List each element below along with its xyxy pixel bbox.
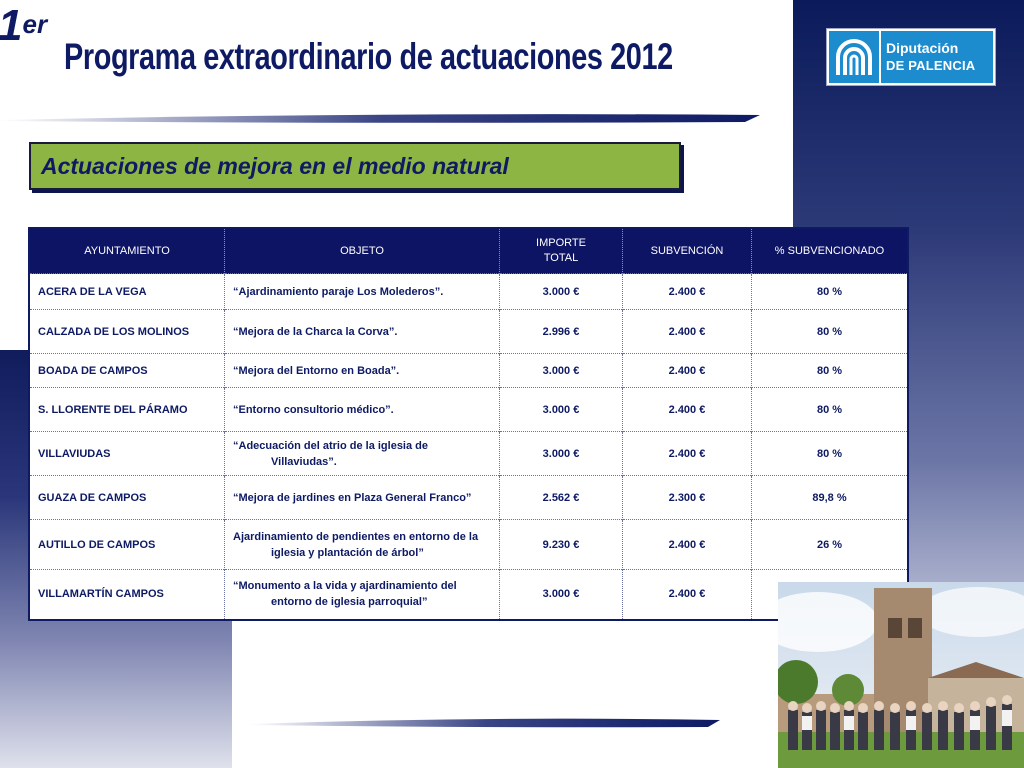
cell-ayuntamiento: VILLAVIUDAS	[29, 431, 225, 476]
table-row: CALZADA DE LOS MOLINOS “Mejora de la Char…	[29, 309, 908, 354]
cell-objeto: “Mejora del Entorno en Boada”.	[224, 353, 500, 388]
logo-text: Diputación DE PALENCIA	[881, 31, 993, 83]
cell-subvencion: 2.400 €	[622, 309, 752, 354]
col-header-objeto: OBJETO	[224, 228, 500, 274]
col-header-subvencion: SUBVENCIÓN	[622, 228, 752, 274]
cell-subvencion: 2.400 €	[622, 273, 752, 310]
cell-ayuntamiento: VILLAMARTÍN CAMPOS	[29, 569, 225, 620]
table-row: GUAZA DE CAMPOS “Mejora de jardines en Pl…	[29, 475, 908, 520]
objeto-text: “Mejora de jardines en Plaza General Fra…	[233, 491, 472, 504]
cell-pct: 26 %	[751, 519, 908, 570]
cell-importe: 9.230 €	[499, 519, 623, 570]
objeto-text: Ajardinamiento de pendientes en entorno …	[233, 530, 479, 559]
objeto-text: “Adecuación del atrio de la iglesia de V…	[233, 439, 429, 468]
diputacion-logo: Diputación DE PALENCIA	[826, 28, 996, 86]
objeto-text: “Entorno consultorio médico”.	[233, 403, 394, 416]
cell-objeto: “Ajardinamiento paraje Los Molederos”.	[224, 273, 500, 310]
cell-pct: 80 %	[751, 431, 908, 476]
cell-subvencion: 2.300 €	[622, 475, 752, 520]
ordinal-mark: 1er	[0, 1, 48, 50]
cell-pct: 80 %	[751, 353, 908, 388]
cell-importe: 3.000 €	[499, 569, 623, 620]
cell-pct: 80 %	[751, 387, 908, 432]
cell-pct: 80 %	[751, 273, 908, 310]
cell-subvencion: 2.400 €	[622, 431, 752, 476]
cell-objeto: “Monumento a la vida y ajardinamiento de…	[224, 569, 500, 620]
cell-importe: 2.996 €	[499, 309, 623, 354]
objeto-text: “Ajardinamiento paraje Los Molederos”.	[233, 285, 444, 298]
logo-line2: DE PALENCIA	[886, 58, 976, 73]
title-underline-swoosh	[0, 114, 760, 123]
logo-line1: Diputación	[886, 40, 959, 56]
cell-importe: 3.000 €	[499, 353, 623, 388]
cell-ayuntamiento: BOADA DE CAMPOS	[29, 353, 225, 388]
section-banner: Actuaciones de mejora en el medio natura…	[29, 142, 681, 190]
cell-ayuntamiento: CALZADA DE LOS MOLINOS	[29, 309, 225, 354]
objeto-text: “Mejora del Entorno en Boada”.	[233, 364, 400, 377]
cell-subvencion: 2.400 €	[622, 353, 752, 388]
table-row: S. LLORENTE DEL PÁRAMO “Entorno consultor…	[29, 387, 908, 432]
table-row: BOADA DE CAMPOS “Mejora del Entorno en Bo…	[29, 353, 908, 388]
cell-objeto: “Mejora de la Charca la Corva”.	[224, 309, 500, 354]
col-header-ayuntamiento: AYUNTAMIENTO	[29, 228, 225, 274]
bottom-swoosh	[250, 718, 720, 728]
table-row: AUTILLO DE CAMPOS Ajardinamiento de pendi…	[29, 519, 908, 570]
arch-logo-icon	[829, 31, 879, 83]
cell-subvencion: 2.400 €	[622, 569, 752, 620]
cell-importe: 3.000 €	[499, 431, 623, 476]
cell-importe: 3.000 €	[499, 387, 623, 432]
table-row: VILLAMARTÍN CAMPOS “Monumento a la vida y…	[29, 569, 908, 620]
cell-objeto: “Mejora de jardines en Plaza General Fra…	[224, 475, 500, 520]
cell-importe: 3.000 €	[499, 273, 623, 310]
cell-ayuntamiento: AUTILLO DE CAMPOS	[29, 519, 225, 570]
objeto-text: “Mejora de la Charca la Corva”.	[233, 325, 398, 338]
cell-objeto: “Adecuación del atrio de la iglesia de V…	[224, 431, 500, 476]
col-header-importe: IMPORTE TOTAL	[499, 228, 623, 274]
cell-subvencion: 2.400 €	[622, 387, 752, 432]
village-group-photo	[778, 582, 1024, 768]
cell-pct: 89,8 %	[751, 475, 908, 520]
table-row: ACERA DE LA VEGA “Ajardinamiento paraje L…	[29, 273, 908, 310]
section-title: Actuaciones de mejora en el medio natura…	[41, 152, 509, 179]
actuaciones-table: AYUNTAMIENTO OBJETO IMPORTE TOTAL SUBVENC…	[28, 227, 909, 621]
cell-objeto: Ajardinamiento de pendientes en entorno …	[224, 519, 500, 570]
table-row: VILLAVIUDAS “Adecuación del atrio de la i…	[29, 431, 908, 476]
cell-subvencion: 2.400 €	[622, 519, 752, 570]
cell-ayuntamiento: S. LLORENTE DEL PÁRAMO	[29, 387, 225, 432]
cell-pct: 80 %	[751, 309, 908, 354]
cell-importe: 2.562 €	[499, 475, 623, 520]
page-title: Programa extraordinario de actuaciones 2…	[64, 36, 673, 77]
table-header-row: AYUNTAMIENTO OBJETO IMPORTE TOTAL SUBVENC…	[29, 228, 908, 274]
cell-objeto: “Entorno consultorio médico”.	[224, 387, 500, 432]
cell-ayuntamiento: ACERA DE LA VEGA	[29, 273, 225, 310]
cell-ayuntamiento: GUAZA DE CAMPOS	[29, 475, 225, 520]
objeto-text: “Monumento a la vida y ajardinamiento de…	[233, 580, 457, 609]
col-header-pct: % SUBVENCIONADO	[751, 228, 908, 274]
